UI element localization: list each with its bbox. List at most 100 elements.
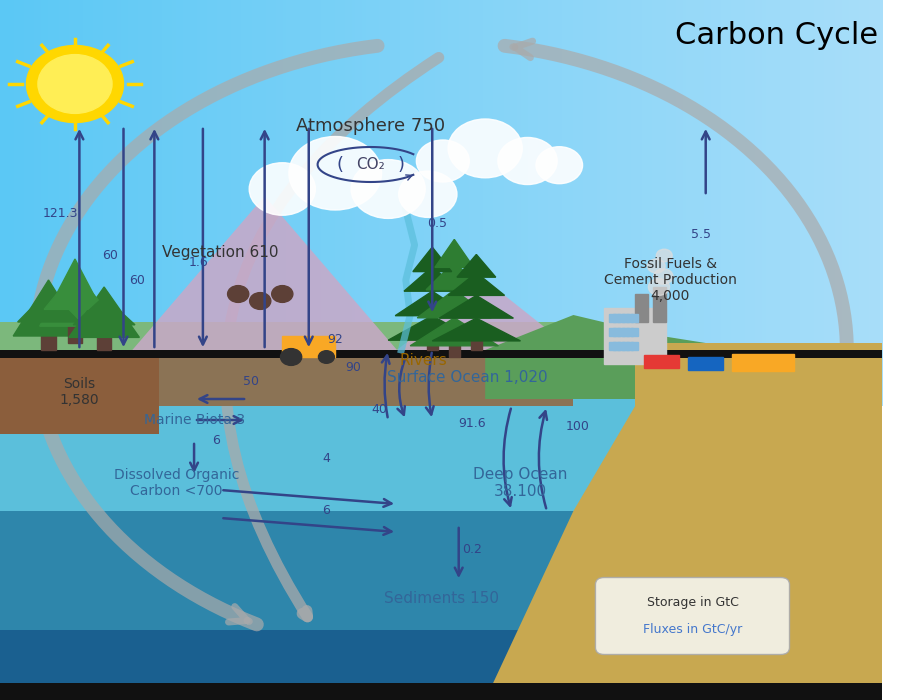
Bar [626, 342, 634, 350]
Polygon shape [395, 291, 469, 316]
Circle shape [26, 46, 123, 122]
Polygon shape [448, 272, 505, 295]
Bar [622, 328, 629, 336]
Bar [613, 328, 620, 336]
Polygon shape [404, 267, 461, 291]
Bar [608, 314, 616, 322]
Polygon shape [418, 290, 491, 318]
Bar [608, 328, 616, 336]
Bar [613, 342, 620, 350]
Bar [733, 354, 794, 371]
Circle shape [653, 269, 673, 284]
Text: 0.2: 0.2 [462, 543, 482, 556]
Bar [604, 308, 666, 364]
Text: 121.3: 121.3 [42, 207, 77, 220]
FancyBboxPatch shape [596, 578, 789, 655]
Circle shape [536, 147, 582, 183]
Bar [631, 314, 638, 322]
Bar [622, 314, 629, 322]
Text: Atmosphere 750: Atmosphere 750 [296, 117, 446, 135]
Circle shape [281, 349, 302, 365]
Text: 1.6: 1.6 [189, 256, 209, 269]
Bar [617, 342, 625, 350]
Text: Deep Ocean
38.100: Deep Ocean 38.100 [473, 467, 568, 499]
Bar [688, 357, 724, 370]
Polygon shape [426, 262, 482, 290]
Circle shape [319, 351, 334, 363]
Text: 40: 40 [372, 403, 387, 416]
Text: Carbon Cycle: Carbon Cycle [675, 21, 878, 50]
Polygon shape [388, 316, 476, 340]
Polygon shape [132, 196, 573, 350]
Text: Dissolved Organic
Carbon <700: Dissolved Organic Carbon <700 [113, 468, 239, 498]
Text: 91.6: 91.6 [458, 417, 486, 430]
Text: 90: 90 [345, 361, 361, 374]
Circle shape [498, 137, 557, 185]
Polygon shape [485, 315, 882, 399]
FancyBboxPatch shape [0, 357, 573, 406]
Text: 0.5: 0.5 [427, 218, 446, 230]
FancyBboxPatch shape [635, 343, 882, 406]
FancyBboxPatch shape [0, 511, 882, 630]
Circle shape [656, 249, 672, 262]
Bar [644, 355, 680, 368]
FancyBboxPatch shape [0, 350, 882, 358]
Circle shape [228, 286, 248, 302]
Circle shape [648, 279, 670, 295]
Text: Fossil Fuels &
Cement Production
4,000: Fossil Fuels & Cement Production 4,000 [604, 257, 737, 303]
Text: Vegetation 610: Vegetation 610 [162, 244, 279, 260]
Polygon shape [457, 254, 496, 277]
Text: Surface Ocean 1,020: Surface Ocean 1,020 [387, 370, 548, 386]
Bar [68, 322, 82, 343]
Text: 60: 60 [129, 274, 145, 286]
Polygon shape [40, 259, 111, 326]
Text: Sediments 150: Sediments 150 [383, 591, 499, 606]
Polygon shape [44, 272, 106, 309]
Circle shape [249, 163, 315, 216]
Bar [41, 332, 56, 350]
Text: 6: 6 [212, 435, 220, 447]
Bar [617, 314, 625, 322]
Text: Fluxes in GtC/yr: Fluxes in GtC/yr [643, 624, 742, 636]
Bar [449, 340, 460, 357]
Circle shape [417, 140, 469, 182]
Text: 50: 50 [243, 375, 259, 388]
Polygon shape [413, 247, 452, 272]
Bar [652, 287, 666, 322]
Circle shape [647, 259, 665, 273]
FancyBboxPatch shape [0, 682, 882, 700]
FancyBboxPatch shape [0, 630, 882, 686]
Bar [631, 328, 638, 336]
Bar [283, 336, 335, 357]
Text: ): ) [398, 155, 405, 174]
Bar [626, 328, 634, 336]
Polygon shape [68, 287, 140, 337]
Bar [626, 314, 634, 322]
FancyBboxPatch shape [0, 322, 573, 357]
Bar [97, 335, 111, 350]
Circle shape [272, 286, 292, 302]
Circle shape [249, 293, 271, 309]
Text: 60: 60 [103, 249, 118, 262]
Polygon shape [18, 290, 79, 322]
Circle shape [351, 160, 425, 218]
Bar [622, 342, 629, 350]
Bar [635, 294, 648, 322]
FancyBboxPatch shape [0, 357, 158, 434]
Bar [471, 337, 482, 350]
Text: 6: 6 [322, 505, 330, 517]
Text: Marine Biota 3: Marine Biota 3 [143, 413, 245, 427]
Polygon shape [435, 239, 473, 267]
Circle shape [289, 136, 382, 210]
Bar [613, 314, 620, 322]
Polygon shape [73, 297, 135, 325]
Circle shape [448, 119, 522, 178]
Circle shape [399, 171, 457, 217]
Polygon shape [14, 280, 84, 336]
Text: 5.5: 5.5 [691, 228, 711, 241]
Circle shape [38, 55, 112, 113]
Bar [617, 328, 625, 336]
Polygon shape [485, 385, 882, 700]
Text: Storage in GtC: Storage in GtC [646, 596, 738, 608]
Bar [427, 335, 437, 350]
